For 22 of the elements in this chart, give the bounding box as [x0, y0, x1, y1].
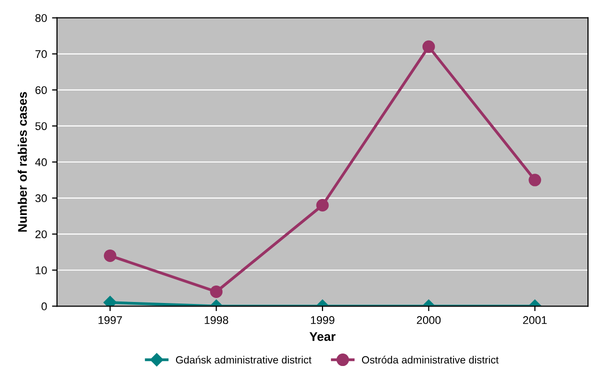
point — [316, 199, 329, 212]
legend-label: Ostróda administrative district — [362, 356, 499, 364]
y-tick-label: 70 — [35, 50, 47, 58]
y-tick-label: 40 — [35, 158, 47, 166]
y-tick-label: 10 — [36, 266, 47, 274]
y-tick-label: 20 — [35, 230, 47, 238]
y-tick-label: 60 — [35, 86, 47, 94]
point — [104, 296, 117, 306]
legend-label: Gdańsk administrative district — [176, 356, 312, 364]
x-tick-label: 1999 — [310, 316, 334, 324]
point — [528, 174, 542, 186]
y-tick-label: 80 — [35, 14, 47, 22]
x-tick-label: 2001 — [523, 316, 547, 324]
y-tick-label: 0 — [42, 302, 47, 310]
x-tick-label: 1998 — [204, 316, 228, 324]
point — [104, 249, 116, 262]
x-tick-label: 2000 — [416, 316, 441, 324]
y-tick-label: 30 — [35, 194, 47, 202]
y-tick-label: 50 — [35, 122, 47, 130]
x-tick-label: 1997 — [98, 316, 122, 324]
y-axis-title: Number of rabies cases — [18, 92, 27, 232]
x-axis-title: Year — [310, 332, 336, 341]
